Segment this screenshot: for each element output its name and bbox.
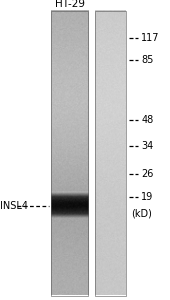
Text: 34: 34 [141, 141, 153, 151]
Text: (kD): (kD) [131, 209, 152, 219]
Text: HT-29: HT-29 [55, 0, 85, 9]
Bar [51, 11, 88, 296]
Text: 117: 117 [141, 33, 160, 43]
Text: 19: 19 [141, 192, 153, 202]
Text: 48: 48 [141, 115, 153, 125]
Text: INSL4: INSL4 [0, 201, 28, 211]
Text: 85: 85 [141, 56, 154, 65]
Bar [95, 11, 126, 296]
Text: 26: 26 [141, 169, 154, 179]
